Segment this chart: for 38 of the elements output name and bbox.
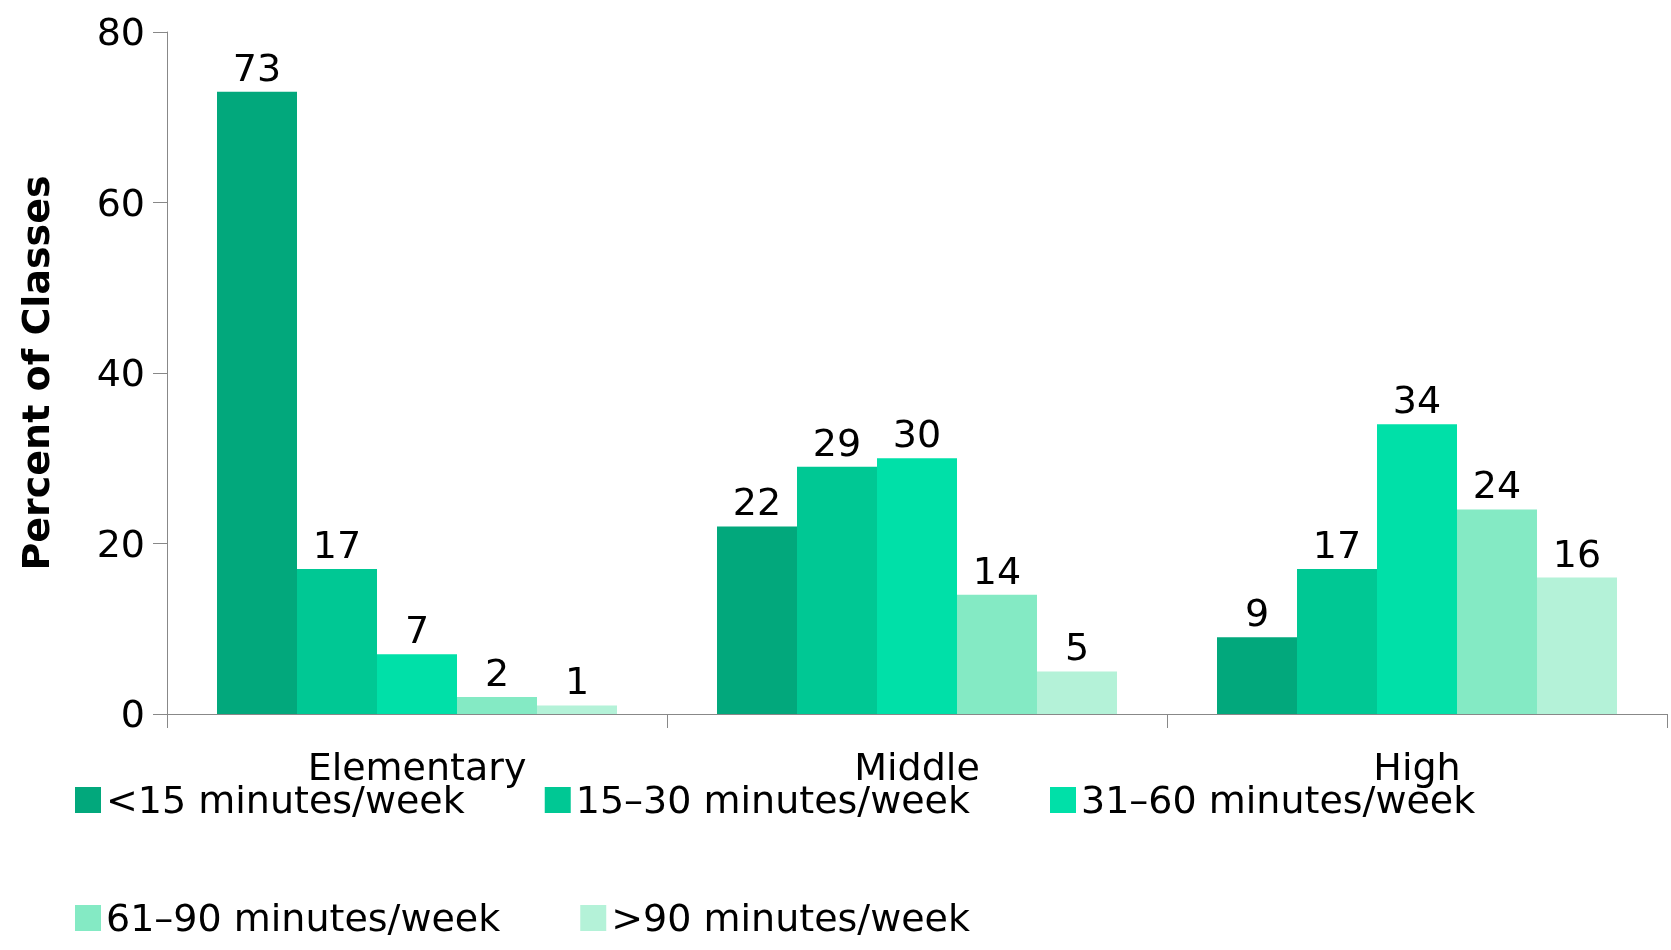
y-axis-title: Percent of Classes [14, 175, 58, 571]
data-label: 29 [812, 420, 862, 465]
y-tick-label: 60 [96, 180, 145, 225]
bar [457, 696, 537, 714]
y-tick-label: 40 [96, 351, 145, 395]
data-label: 9 [1244, 591, 1270, 636]
bar [537, 705, 617, 714]
data-label: 17 [312, 523, 362, 568]
bar [877, 458, 957, 714]
data-label: 7 [404, 608, 430, 653]
bar [1377, 424, 1457, 714]
bar [1037, 671, 1117, 714]
data-label: 22 [732, 480, 782, 525]
data-label: 73 [232, 45, 282, 90]
data-label: 1 [564, 659, 590, 704]
y-tick-label: 80 [96, 10, 145, 54]
legend-label: >90 minutes/week [611, 896, 970, 940]
bar [797, 466, 877, 714]
bar [1537, 577, 1617, 714]
data-label: 30 [892, 412, 942, 457]
bar [1297, 569, 1377, 714]
bar [297, 569, 377, 714]
y-tick-label: 0 [120, 692, 145, 736]
data-label: 14 [972, 548, 1022, 593]
data-label: 34 [1392, 378, 1442, 423]
data-label: 2 [484, 650, 510, 695]
legend-label: 61–90 minutes/week [106, 896, 501, 940]
data-label: 17 [1312, 523, 1362, 568]
y-tick-label: 20 [96, 521, 145, 566]
bar [1457, 509, 1537, 714]
data-label: 5 [1064, 625, 1090, 670]
bar [957, 594, 1037, 714]
bar [1217, 637, 1297, 714]
bar [377, 654, 457, 714]
bar [717, 526, 797, 714]
data-label: 16 [1552, 531, 1602, 576]
data-label: 24 [1472, 463, 1522, 508]
bar [217, 91, 297, 714]
